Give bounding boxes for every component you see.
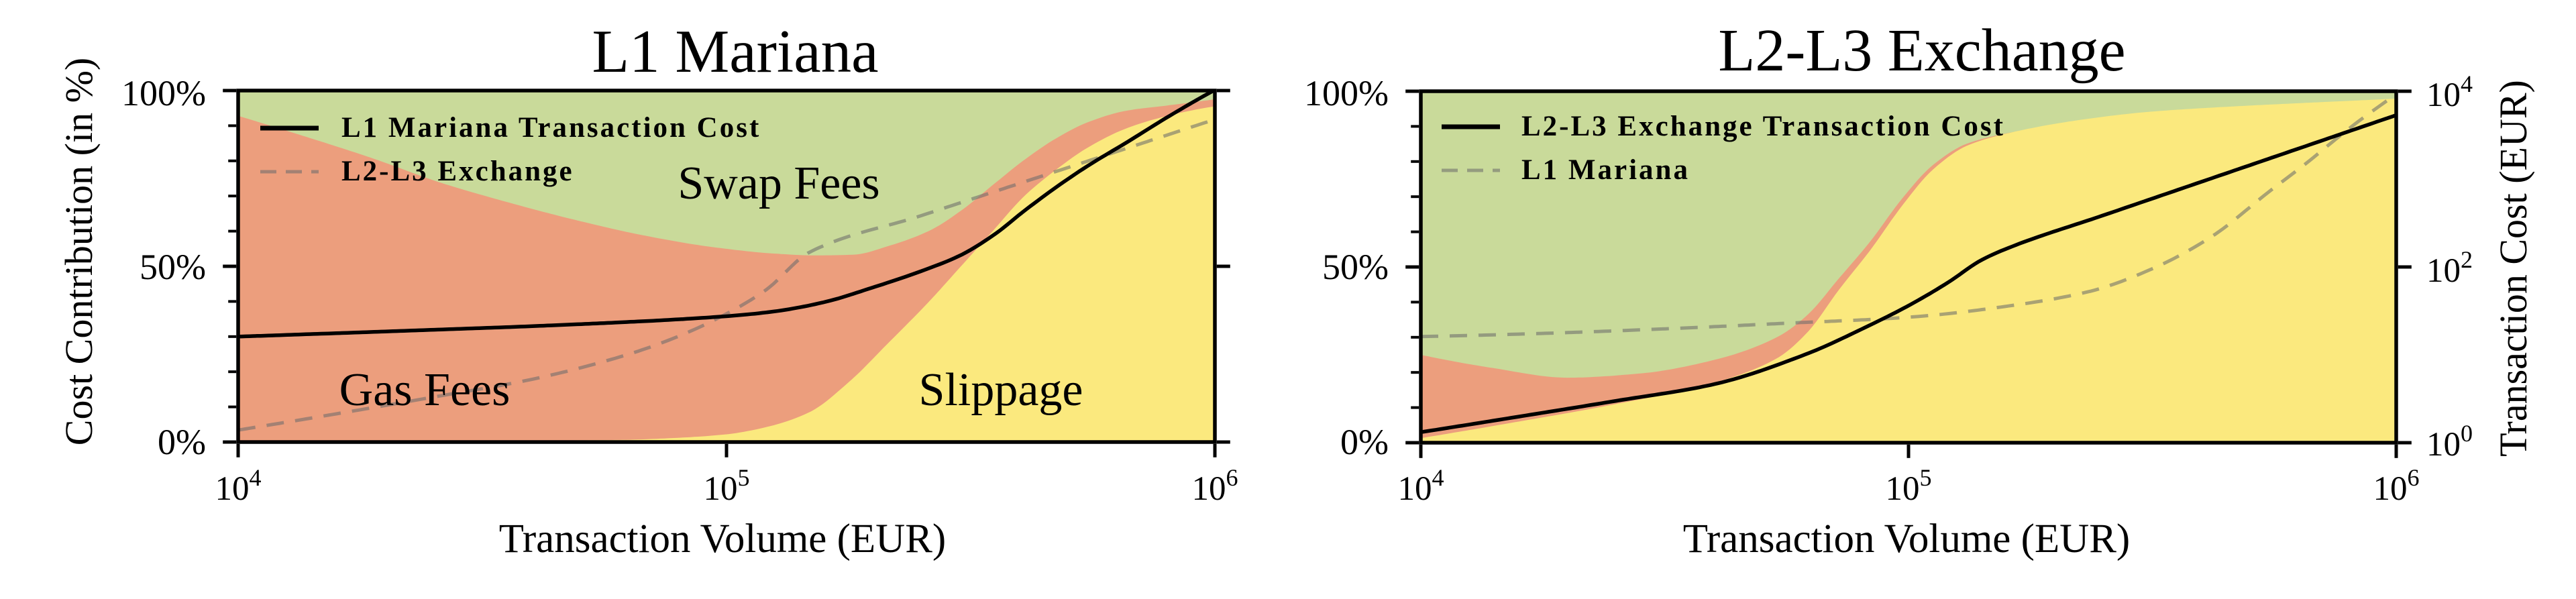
svg-text:Transaction Cost (EUR): Transaction Cost (EUR) [2491, 80, 2535, 457]
svg-text:Cost Contribution (in %): Cost Contribution (in %) [57, 58, 101, 445]
svg-text:105: 105 [1886, 464, 1932, 508]
svg-text:Slippage: Slippage [919, 364, 1083, 416]
svg-text:Transaction Volume (EUR): Transaction Volume (EUR) [499, 516, 946, 561]
svg-text:L1 Mariana Transaction Cost: L1 Mariana Transaction Cost [341, 112, 761, 144]
svg-text:100%: 100% [121, 73, 206, 113]
svg-text:50%: 50% [1322, 247, 1389, 287]
svg-text:L2-L3 Exchange: L2-L3 Exchange [1718, 17, 2125, 84]
svg-text:0%: 0% [1340, 422, 1389, 462]
svg-text:105: 105 [704, 464, 750, 508]
svg-text:Gas Fees: Gas Fees [339, 364, 511, 416]
svg-text:L2-L3 Exchange Transaction Cos: L2-L3 Exchange Transaction Cost [1521, 111, 2005, 142]
svg-text:L2-L3 Exchange: L2-L3 Exchange [341, 156, 574, 187]
svg-text:104: 104 [1398, 464, 1444, 508]
svg-text:Transaction Volume (EUR): Transaction Volume (EUR) [1683, 516, 2130, 561]
svg-text:0%: 0% [158, 422, 206, 462]
svg-text:50%: 50% [140, 247, 206, 287]
svg-text:L1 Mariana: L1 Mariana [592, 17, 878, 85]
svg-text:Swap Fees: Swap Fees [678, 158, 879, 209]
svg-text:104: 104 [215, 464, 262, 508]
svg-text:100%: 100% [1304, 73, 1389, 113]
svg-text:L1 Mariana: L1 Mariana [1521, 154, 1690, 186]
